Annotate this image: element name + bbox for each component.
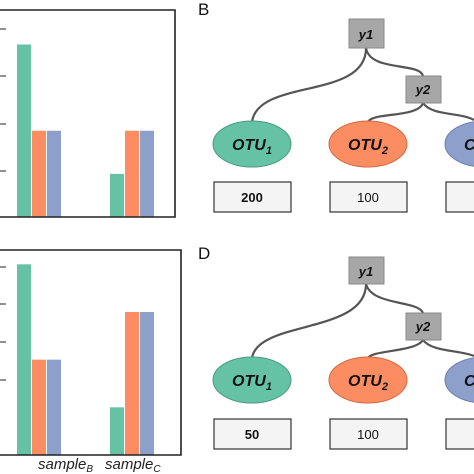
count-otu2-bottom: 100 (357, 427, 379, 442)
otu3-node-top (444, 121, 474, 167)
otu2-node-bottom (328, 356, 408, 404)
x-label-sample-b: sampleB (38, 456, 93, 474)
bar-sample_C-series-1 (110, 407, 124, 455)
bar-sample_B-series-3 (47, 359, 61, 455)
edge-y2-otu3-bottom (422, 339, 474, 358)
edge-y2-otu3 (422, 102, 474, 121)
edge-y1-otu1 (250, 47, 368, 123)
bar-sample_B-series-1 (17, 44, 31, 217)
node-y2-bottom (405, 312, 442, 341)
count-box-otu3-top (445, 181, 474, 213)
otu3-label-bottom: C (464, 373, 474, 390)
otu2-node-top (328, 120, 408, 168)
bar-sample_B-series-2 (32, 130, 46, 217)
bar-sample_B-series-2 (32, 359, 46, 455)
bar-sample_B-series-1 (17, 264, 31, 455)
edge-y2-otu2 (366, 102, 425, 123)
tree-bottom: D y1 y2 OTU1 OTU2 C 50 100 (198, 244, 474, 450)
bar-sample_C-series-2 (125, 130, 139, 217)
bar-sample_C-series-3 (140, 130, 154, 217)
node-y2-label: y2 (415, 82, 431, 97)
otu3-node-bottom (444, 357, 474, 403)
edge-y1-y2 (364, 47, 425, 77)
edge-y1-y2-bottom (364, 283, 425, 314)
bars-top (17, 44, 154, 217)
bar-chart-bottom: sampleB sampleC (0, 249, 182, 474)
edge-y2-otu2-bottom (367, 339, 424, 359)
node-y2-top (405, 75, 442, 104)
panel-letter-b: B (198, 0, 209, 19)
bar-sample_C-series-2 (125, 311, 139, 455)
bar-chart-top (0, 9, 176, 218)
node-y1-top (348, 18, 385, 49)
node-y1-label: y1 (358, 27, 373, 42)
count-box-otu3-bottom (445, 418, 474, 450)
count-box-otu1-bottom (213, 418, 292, 450)
otu3-label-top: C (464, 137, 474, 154)
count-otu2-top: 100 (357, 190, 379, 205)
panel-letter-d: D (198, 244, 210, 263)
otu1-node-top (212, 120, 292, 168)
count-otu1-top: 200 (241, 190, 263, 205)
node-y2-label-bottom: y2 (415, 319, 431, 334)
count-otu1-bottom: 50 (245, 427, 259, 442)
bar-sample_C-series-3 (140, 311, 154, 455)
tree-top: B y1 y2 OTU1 OTU2 C 200 100 (198, 0, 474, 213)
plot-frame-top (0, 9, 176, 218)
count-box-otu2-top (329, 181, 408, 213)
node-y1-label-bottom: y1 (358, 264, 373, 279)
plot-frame-bottom (0, 249, 182, 456)
x-label-sample-c: sampleC (105, 456, 161, 474)
bar-sample_B-series-3 (47, 130, 61, 217)
edge-y1-otu1-bottom (250, 283, 368, 359)
otu2-label-bottom: OTU2 (348, 373, 388, 393)
count-box-otu1-top (213, 181, 292, 213)
node-y1-bottom (348, 256, 385, 285)
otu1-label-bottom: OTU1 (232, 373, 272, 393)
bars-bottom (17, 264, 154, 455)
count-box-otu2-bottom (329, 418, 408, 450)
bar-sample_C-series-1 (110, 173, 124, 217)
otu2-label-top: OTU2 (348, 137, 388, 157)
otu1-node-bottom (212, 356, 292, 404)
otu1-label-top: OTU1 (232, 137, 272, 157)
